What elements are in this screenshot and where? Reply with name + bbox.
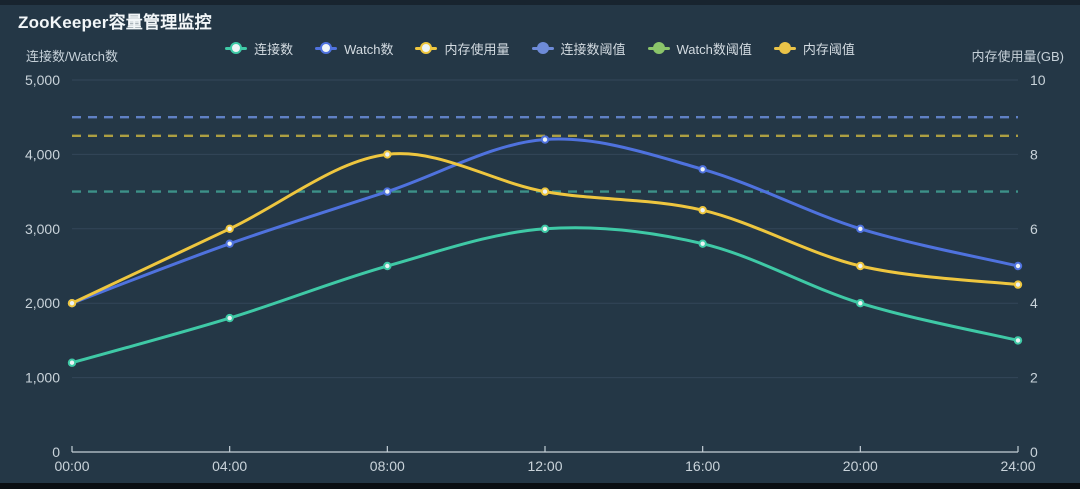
right-axis-title: 内存使用量(GB) [971,49,1064,64]
y-axis-tick-right: 0 [1030,444,1038,460]
data-point-memory-usage [225,224,234,234]
legend-label-watch-threshold: Watch数阈值 [676,41,752,57]
y-axis-tick-right: 4 [1030,295,1038,311]
y-axis-tick-left: 4,000 [25,146,60,162]
bottom-border [0,483,1080,489]
data-point-watch-count [856,224,865,234]
data-point-memory-usage [698,206,707,215]
y-axis-tick-left: 3,000 [25,221,60,237]
legend-label-memory-threshold: 内存阈值 [802,41,855,57]
legend-label-watch-count: Watch数 [344,41,394,57]
data-point-watch-count [540,135,550,144]
y-axis-tick-right: 2 [1030,370,1038,386]
data-point-connections [225,313,234,323]
legend-marker-connections-threshold [531,42,554,54]
data-point-watch-count [1013,261,1023,271]
data-point-watch-count [225,239,234,248]
data-point-connections [856,299,865,308]
legend-label-connections: 连接数 [254,41,294,57]
y-axis-tick-left: 2,000 [25,295,60,311]
data-point-connections [540,224,550,234]
data-point-memory-usage [540,187,550,196]
legend-marker-connections [225,42,248,54]
legend-marker-memory-usage [415,42,438,54]
data-point-memory-usage [1013,280,1023,289]
y-axis-tick-right: 8 [1030,146,1038,162]
data-point-memory-usage [856,261,865,271]
data-point-connections [67,358,77,367]
x-axis-label: 12:00 [527,458,562,474]
legend-marker-watch-threshold [647,42,670,54]
legend-item-memory-threshold[interactable]: 内存阈值 [773,39,855,58]
legend-item-watch-threshold[interactable]: Watch数阈值 [647,39,752,58]
x-axis-label: 20:00 [843,458,878,474]
y-axis-tick-left: 0 [52,444,60,460]
data-point-connections [383,261,392,271]
page-title: ZooKeeper容量管理监控 [18,13,212,32]
legend-item-memory-usage[interactable]: 内存使用量 [415,39,510,58]
legend-item-connections[interactable]: 连接数 [225,39,293,58]
legend-label-connections-threshold: 连接数阈值 [560,41,626,57]
y-axis-tick-left: 1,000 [25,370,60,386]
data-point-memory-usage [67,299,77,308]
x-axis-label: 00:00 [54,458,89,474]
data-point-connections [1013,336,1023,345]
data-point-watch-count [383,187,392,196]
legend-marker-memory-threshold [773,42,796,54]
y-axis-tick-right: 10 [1030,72,1046,88]
data-point-connections [698,239,707,248]
top-border [0,0,1080,5]
series-line-watch-count [70,137,1020,305]
legend-item-connections-threshold[interactable]: 连接数阈值 [531,39,626,58]
left-axis-title: 连接数/Watch数 [26,49,118,64]
y-axis-tick-left: 5,000 [25,72,60,88]
y-axis-tick-right: 6 [1030,221,1038,237]
legend-item-watch-count[interactable]: Watch数 [315,39,393,58]
legend-marker-watch-count [315,42,338,54]
legend-label-memory-usage: 内存使用量 [444,41,510,57]
x-axis-label: 08:00 [370,458,405,474]
x-axis-label: 24:00 [1000,458,1035,474]
data-point-watch-count [698,165,707,174]
x-axis-label: 04:00 [212,458,247,474]
data-point-memory-usage [383,150,392,159]
x-axis-label: 16:00 [685,458,720,474]
chart-legend: 连接数 Watch数 内存使用量 连接数阈值 Watch数阈值 内存阈值 [0,38,1080,58]
